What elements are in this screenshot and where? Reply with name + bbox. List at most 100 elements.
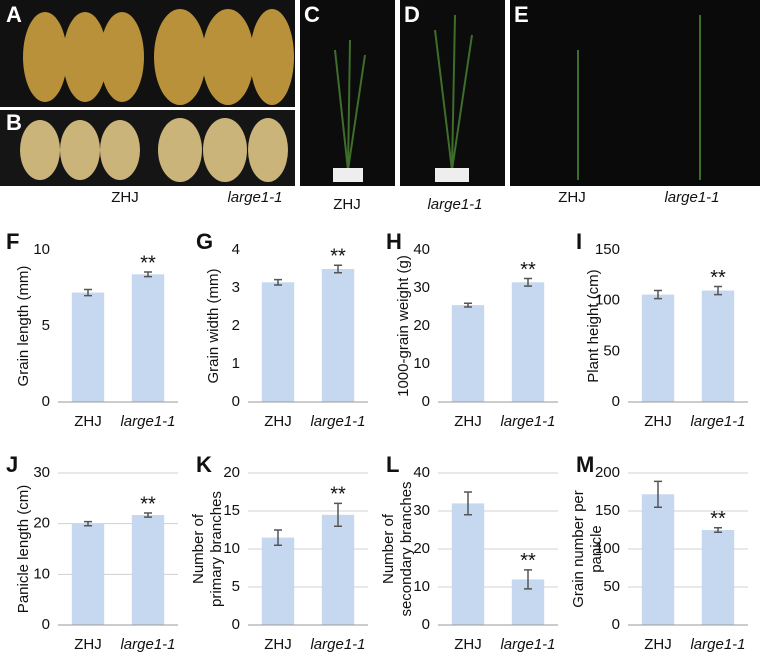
bar (641, 294, 675, 402)
y-tick-label: 0 (232, 616, 240, 633)
panel-letter: E (514, 2, 529, 27)
error-bar (654, 480, 662, 508)
y-tick-label: 10 (33, 565, 50, 582)
y-tick-label: 2 (232, 317, 240, 334)
y-tick-label: 15 (223, 502, 240, 519)
caption: ZHJ (558, 189, 586, 206)
bar (261, 282, 295, 402)
y-tick-label: 0 (422, 616, 430, 633)
significance: ** (710, 267, 726, 289)
y-tick-label: 10 (413, 355, 430, 372)
bar (511, 282, 545, 402)
plants (334, 14, 701, 180)
caption: ZHJ (333, 196, 361, 213)
bar (641, 494, 675, 625)
y-tick-label: 0 (612, 393, 620, 410)
panel-letter: A (6, 2, 22, 27)
error-bar (334, 502, 342, 527)
y-tick-label: 30 (413, 279, 430, 296)
caption: large1-1 (664, 189, 719, 206)
panel-letter: C (304, 2, 320, 27)
y-axis-label: 1000-grain weight (g) (395, 255, 412, 397)
y-axis-label: Number of (380, 513, 397, 584)
significance: ** (330, 245, 346, 267)
bar (131, 274, 165, 402)
x-tick-label: ZHJ (454, 636, 482, 653)
x-tick-label: ZHJ (264, 636, 292, 653)
error-bar (714, 526, 722, 534)
bar (261, 537, 295, 625)
y-axis-label: Grain length (mm) (15, 266, 32, 387)
y-tick-label: 0 (42, 393, 50, 410)
significance: ** (330, 484, 346, 506)
panel-letter: I (576, 229, 582, 254)
bar (451, 503, 485, 625)
y-tick-label: 20 (413, 317, 430, 334)
y-axis-label: Number of (190, 513, 207, 584)
pot (333, 168, 363, 182)
error-bar (334, 264, 342, 274)
y-tick-label: 20 (223, 464, 240, 481)
y-tick-label: 5 (232, 578, 240, 595)
y-axis-label: Panicle length (cm) (15, 485, 32, 613)
error-bar (84, 288, 92, 297)
significance: ** (140, 252, 156, 274)
significance: ** (520, 550, 536, 572)
x-tick-label: large1-1 (500, 636, 555, 653)
x-tick-label: large1-1 (310, 636, 365, 653)
x-tick-label: ZHJ (644, 636, 672, 653)
y-tick-label: 10 (223, 540, 240, 557)
y-tick-label: 100 (595, 540, 620, 557)
y-tick-label: 40 (413, 464, 430, 481)
y-tick-label: 3 (232, 279, 240, 296)
grains (23, 9, 294, 105)
x-tick-label: ZHJ (74, 413, 102, 430)
panel-letter: F (6, 229, 19, 254)
y-tick-label: 40 (413, 241, 430, 258)
photo-e (510, 0, 760, 186)
caption: large1-1 (427, 196, 482, 213)
y-axis-label: Grain number per (570, 490, 587, 608)
bar (451, 305, 485, 402)
x-tick-label: ZHJ (454, 413, 482, 430)
error-bar (464, 491, 472, 516)
panel-letter: K (196, 452, 212, 477)
error-bar (524, 277, 532, 287)
x-tick-label: ZHJ (264, 413, 292, 430)
grains-hulled (20, 118, 288, 182)
y-axis-label: Grain width (mm) (205, 268, 222, 383)
bar (71, 523, 105, 625)
photos: A B C D E ZHJ large1-1 ZHJ large1-1 ZHJ … (0, 0, 760, 213)
y-axis-label: primary branches (208, 491, 225, 607)
y-tick-label: 10 (33, 241, 50, 258)
panel-letter: M (576, 452, 594, 477)
panel-letter: B (6, 110, 22, 135)
error-bar (464, 302, 472, 308)
error-bar (274, 529, 282, 546)
y-axis-label: secondary branches (398, 481, 415, 616)
y-tick-label: 50 (603, 578, 620, 595)
error-bar (654, 289, 662, 300)
panel-letter: G (196, 229, 213, 254)
y-tick-label: 30 (413, 502, 430, 519)
y-tick-label: 100 (595, 292, 620, 309)
y-tick-label: 4 (232, 241, 240, 258)
y-tick-label: 0 (612, 616, 620, 633)
bar (321, 269, 355, 402)
y-tick-label: 0 (422, 393, 430, 410)
error-bar (524, 569, 532, 590)
panel-letter: L (386, 452, 399, 477)
error-bar (84, 520, 92, 527)
error-bar (714, 285, 722, 296)
error-bar (274, 278, 282, 286)
bar (71, 292, 105, 402)
x-tick-label: large1-1 (310, 413, 365, 430)
x-tick-label: large1-1 (120, 413, 175, 430)
panel-letter: J (6, 452, 18, 477)
bar (131, 515, 165, 625)
y-tick-label: 150 (595, 241, 620, 258)
x-tick-label: large1-1 (690, 636, 745, 653)
y-axis-label: panicle (588, 525, 605, 573)
y-tick-label: 20 (33, 515, 50, 532)
